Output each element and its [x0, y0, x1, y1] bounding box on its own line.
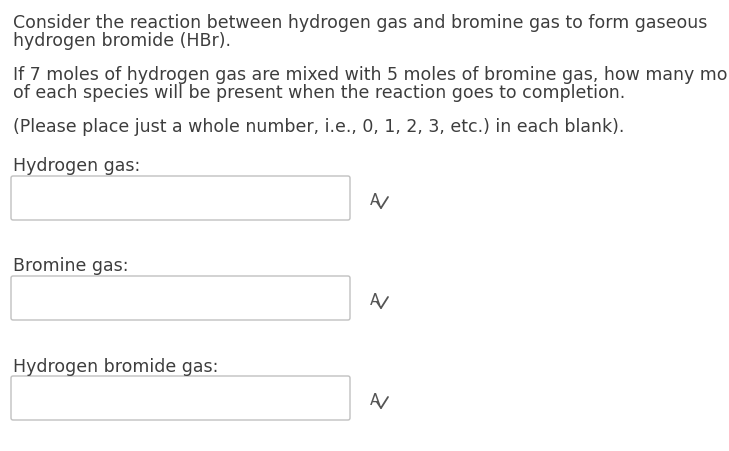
Text: Consider the reaction between hydrogen gas and bromine gas to form gaseous: Consider the reaction between hydrogen g… [13, 14, 707, 32]
Text: of each species will be present when the reaction goes to completion.: of each species will be present when the… [13, 84, 625, 102]
FancyBboxPatch shape [11, 176, 350, 220]
Text: A: A [370, 293, 381, 308]
FancyBboxPatch shape [11, 376, 350, 420]
Text: Hydrogen bromide gas:: Hydrogen bromide gas: [13, 358, 219, 376]
Text: Hydrogen gas:: Hydrogen gas: [13, 157, 140, 175]
Text: If 7 moles of hydrogen gas are mixed with 5 moles of bromine gas, how many moles: If 7 moles of hydrogen gas are mixed wit… [13, 66, 729, 84]
Text: A: A [370, 393, 381, 408]
FancyBboxPatch shape [11, 276, 350, 320]
Text: A: A [370, 193, 381, 208]
Text: Bromine gas:: Bromine gas: [13, 257, 128, 275]
Text: hydrogen bromide (HBr).: hydrogen bromide (HBr). [13, 32, 231, 50]
Text: (Please place just a whole number, i.e., 0, 1, 2, 3, etc.) in each blank).: (Please place just a whole number, i.e.,… [13, 118, 624, 136]
